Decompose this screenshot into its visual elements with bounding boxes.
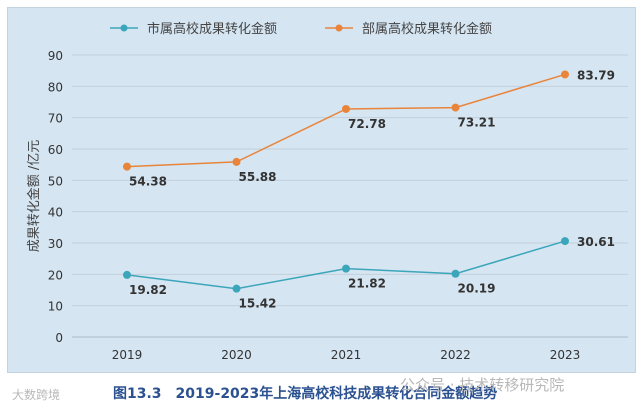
y-tick-label: 40 <box>48 206 63 220</box>
data-point <box>232 284 241 293</box>
y-tick-label: 30 <box>48 237 63 251</box>
data-label: 55.88 <box>239 170 277 184</box>
data-point <box>561 237 569 246</box>
data-label: 73.21 <box>458 116 496 130</box>
x-tick-label: 2022 <box>440 348 471 362</box>
data-point <box>342 104 350 113</box>
legend-marker <box>120 24 128 32</box>
watermark-left: 大数跨境 <box>12 388 61 402</box>
data-label: 21.82 <box>348 277 386 291</box>
y-tick-label: 50 <box>48 174 63 188</box>
legend-label: 部属高校成果转化金额 <box>362 21 492 37</box>
y-tick-label: 10 <box>48 300 63 314</box>
x-tick-label: 2023 <box>550 348 581 362</box>
data-label: 83.79 <box>577 68 615 82</box>
series-line <box>126 73 566 168</box>
x-tick-label: 2019 <box>112 348 143 362</box>
data-point <box>451 103 460 112</box>
data-label: 30.61 <box>577 235 615 249</box>
data-label: 72.78 <box>348 117 386 131</box>
y-axis-label: 成果转化金额 /亿元 <box>26 140 42 253</box>
legend-marker <box>335 24 343 32</box>
data-point <box>123 162 131 171</box>
y-tick-label: 60 <box>48 143 63 157</box>
legend-label: 市属高校成果转化金额 <box>147 21 277 37</box>
x-tick-label: 2021 <box>331 348 362 362</box>
y-tick-label: 90 <box>48 49 63 63</box>
data-point <box>561 70 569 79</box>
data-label: 20.19 <box>458 282 496 296</box>
y-tick-label: 20 <box>48 268 63 282</box>
data-label: 19.82 <box>129 283 167 297</box>
watermark-right: 公众号 · 技术转移研究院 <box>400 376 565 394</box>
data-point <box>451 269 460 278</box>
y-tick-label: 80 <box>48 80 63 94</box>
data-point <box>342 264 350 273</box>
data-label: 15.42 <box>239 297 277 311</box>
figure-caption: 图13.3 2019-2023年上海高校科技成果转化合同金额趋势 <box>113 386 498 402</box>
y-tick-label: 70 <box>48 112 63 126</box>
y-tick-label: 0 <box>55 331 63 345</box>
data-point <box>123 270 131 279</box>
x-tick-label: 2020 <box>221 348 252 362</box>
data-point <box>232 157 241 166</box>
data-label: 54.38 <box>129 175 167 189</box>
chart-panel <box>7 7 636 373</box>
